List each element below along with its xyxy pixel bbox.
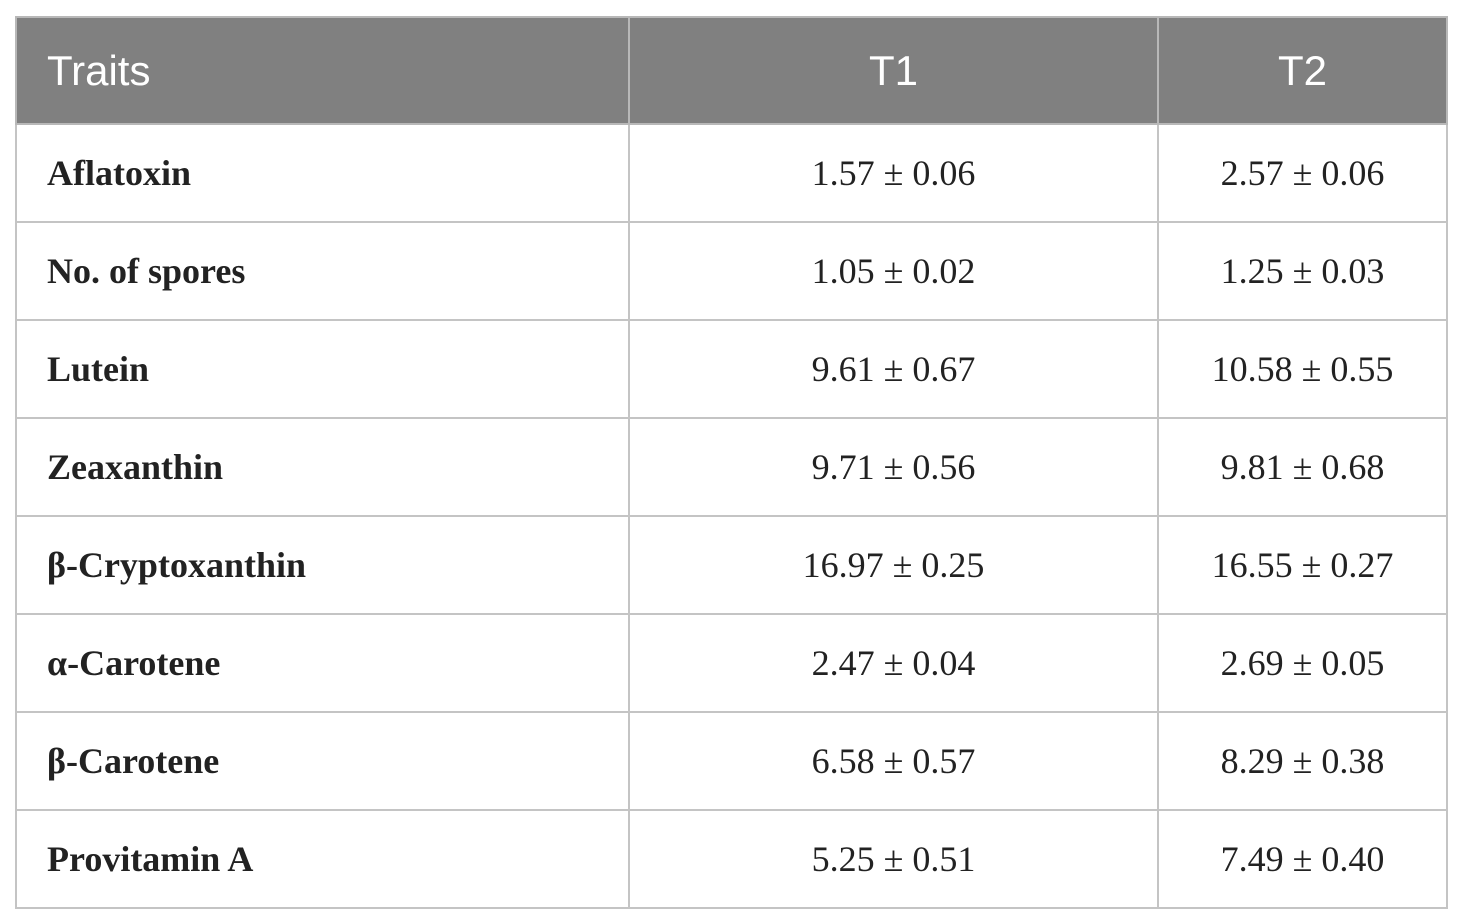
value-cell: 1.25 ± 0.03 (1157, 221, 1448, 321)
trait-cell: Provitamin A (15, 809, 630, 909)
value-cell: 8.29 ± 0.38 (1157, 711, 1448, 811)
table-row: α-Carotene 2.47 ± 0.04 2.69 ± 0.05 (15, 613, 1448, 713)
header-cell: T2 (1157, 16, 1448, 125)
table-row: β-Carotene 6.58 ± 0.57 8.29 ± 0.38 (15, 711, 1448, 811)
data-table: Traits T1 T2 Aflatoxin 1.57 ± 0.06 2.57 ± 0.… (15, 16, 1448, 909)
table-row: No. of spores 1.05 ± 0.02 1.25 ± 0.03 (15, 221, 1448, 321)
value-cell: 5.25 ± 0.51 (628, 809, 1159, 909)
header-cell: T1 (628, 16, 1159, 125)
value-cell: 9.71 ± 0.56 (628, 417, 1159, 517)
trait-cell: Lutein (15, 319, 630, 419)
value-cell: 16.55 ± 0.27 (1157, 515, 1448, 615)
trait-cell: Aflatoxin (15, 123, 630, 223)
trait-cell: β-Cryptoxanthin (15, 515, 630, 615)
value-cell: 7.49 ± 0.40 (1157, 809, 1448, 909)
value-cell: 6.58 ± 0.57 (628, 711, 1159, 811)
trait-cell: Zeaxanthin (15, 417, 630, 517)
table-container: Traits T1 T2 Aflatoxin 1.57 ± 0.06 2.57 ± 0.… (15, 16, 1448, 909)
table-row: Aflatoxin 1.57 ± 0.06 2.57 ± 0.06 (15, 123, 1448, 223)
value-cell: 9.61 ± 0.67 (628, 319, 1159, 419)
table-row: Zeaxanthin 9.71 ± 0.56 9.81 ± 0.68 (15, 417, 1448, 517)
header-row: Traits T1 T2 (15, 16, 1448, 125)
value-cell: 2.69 ± 0.05 (1157, 613, 1448, 713)
trait-cell: α-Carotene (15, 613, 630, 713)
table-row: β-Cryptoxanthin 16.97 ± 0.25 16.55 ± 0.27 (15, 515, 1448, 615)
value-cell: 2.47 ± 0.04 (628, 613, 1159, 713)
table-body: Aflatoxin 1.57 ± 0.06 2.57 ± 0.06 No. of sp… (15, 123, 1448, 909)
value-cell: 2.57 ± 0.06 (1157, 123, 1448, 223)
table-row: Lutein 9.61 ± 0.67 10.58 ± 0.55 (15, 319, 1448, 419)
trait-cell: β-Carotene (15, 711, 630, 811)
value-cell: 1.05 ± 0.02 (628, 221, 1159, 321)
header-cell: Traits (15, 16, 630, 125)
value-cell: 10.58 ± 0.55 (1157, 319, 1448, 419)
value-cell: 9.81 ± 0.68 (1157, 417, 1448, 517)
table-row: Provitamin A 5.25 ± 0.51 7.49 ± 0.40 (15, 809, 1448, 909)
value-cell: 16.97 ± 0.25 (628, 515, 1159, 615)
value-cell: 1.57 ± 0.06 (628, 123, 1159, 223)
trait-cell: No. of spores (15, 221, 630, 321)
